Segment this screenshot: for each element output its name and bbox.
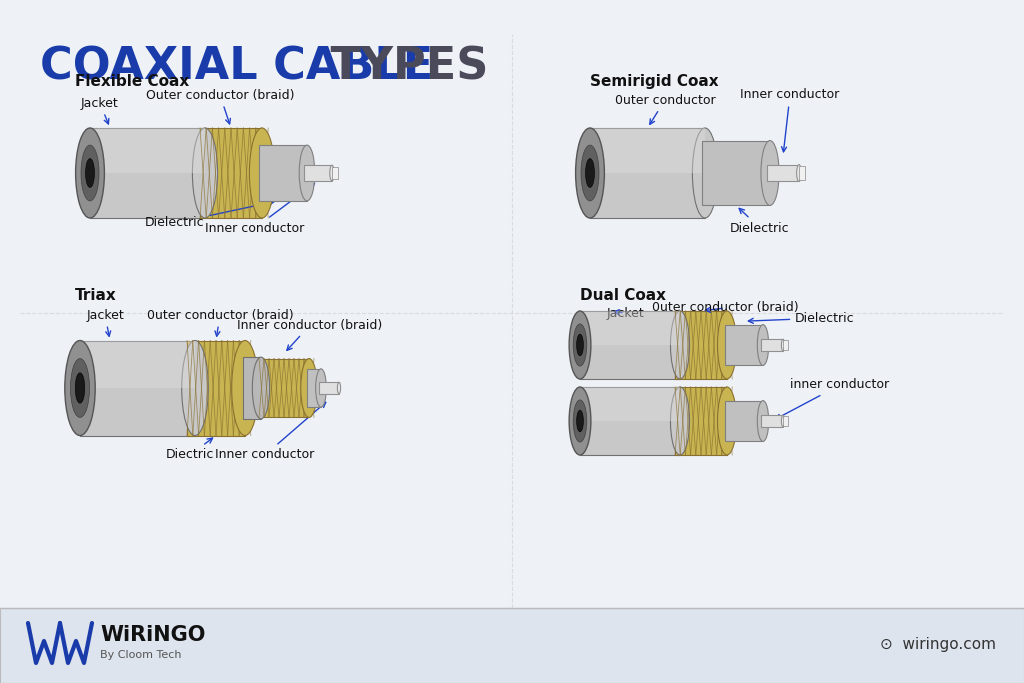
Ellipse shape <box>231 341 258 436</box>
Ellipse shape <box>301 359 317 417</box>
Bar <box>319 382 339 393</box>
Ellipse shape <box>692 128 718 218</box>
Bar <box>580 311 680 379</box>
Ellipse shape <box>577 410 584 432</box>
Bar <box>90 128 205 173</box>
Bar <box>200 128 262 218</box>
Bar <box>259 145 307 201</box>
Text: By Cloom Tech: By Cloom Tech <box>100 650 181 660</box>
Text: inner conductor: inner conductor <box>776 378 890 419</box>
Bar <box>783 340 788 350</box>
Bar <box>783 417 788 426</box>
Ellipse shape <box>718 387 736 455</box>
Bar <box>187 341 245 436</box>
Bar <box>80 341 195 388</box>
Bar <box>307 369 321 407</box>
Text: Inner conductor: Inner conductor <box>206 184 314 234</box>
Bar <box>580 387 680 455</box>
Ellipse shape <box>569 311 591 379</box>
Text: Inner conductor: Inner conductor <box>215 402 326 462</box>
Text: TYPES: TYPES <box>315 45 488 88</box>
Ellipse shape <box>81 145 99 201</box>
Bar <box>799 166 805 180</box>
Ellipse shape <box>337 382 341 393</box>
Ellipse shape <box>315 369 327 407</box>
Ellipse shape <box>718 311 736 379</box>
Text: WiRiNGO: WiRiNGO <box>100 625 206 645</box>
Text: ⊙  wiringo.com: ⊙ wiringo.com <box>880 637 996 652</box>
Text: Semirigid Coax: Semirigid Coax <box>590 74 719 89</box>
Bar <box>0 608 1024 683</box>
Ellipse shape <box>761 141 779 206</box>
Ellipse shape <box>586 158 595 187</box>
Bar <box>761 415 783 427</box>
Ellipse shape <box>758 401 769 441</box>
Text: 0uter conductor (braid): 0uter conductor (braid) <box>651 301 799 314</box>
Bar <box>590 128 705 173</box>
Text: 0uter conductor: 0uter conductor <box>614 94 716 124</box>
Ellipse shape <box>75 373 85 403</box>
Ellipse shape <box>193 128 217 218</box>
Bar <box>725 324 763 365</box>
Ellipse shape <box>299 145 314 201</box>
Bar <box>580 311 680 345</box>
Ellipse shape <box>781 339 784 350</box>
Ellipse shape <box>797 165 802 182</box>
Bar <box>675 387 727 455</box>
Bar <box>702 141 770 206</box>
Text: 0uter conductor (braid): 0uter conductor (braid) <box>146 309 293 336</box>
Text: Inner conductor (braid): Inner conductor (braid) <box>238 318 383 350</box>
Bar <box>767 165 799 182</box>
Ellipse shape <box>71 359 89 417</box>
Ellipse shape <box>569 387 591 455</box>
Text: Diectric: Diectric <box>166 438 214 462</box>
Text: COAXIAL CABLE: COAXIAL CABLE <box>40 45 433 88</box>
Text: Outer conductor (braid): Outer conductor (braid) <box>145 89 294 124</box>
Ellipse shape <box>252 357 269 419</box>
Bar <box>725 401 763 441</box>
Ellipse shape <box>330 165 334 181</box>
Text: Triax: Triax <box>75 288 117 303</box>
Bar <box>80 341 195 436</box>
Bar <box>90 128 205 218</box>
Ellipse shape <box>250 128 274 218</box>
Text: Inner conductor: Inner conductor <box>740 89 840 152</box>
Ellipse shape <box>581 145 599 201</box>
Text: Jacket: Jacket <box>86 309 124 336</box>
Ellipse shape <box>758 324 769 365</box>
Ellipse shape <box>76 128 104 218</box>
Ellipse shape <box>671 387 689 455</box>
Text: Jacket: Jacket <box>606 307 644 320</box>
Text: Dielectric: Dielectric <box>749 311 855 324</box>
Bar <box>243 357 261 419</box>
Ellipse shape <box>577 334 584 356</box>
Text: Dual Coax: Dual Coax <box>580 288 666 303</box>
Text: Flexible Coax: Flexible Coax <box>75 74 189 89</box>
Ellipse shape <box>65 341 95 436</box>
Bar <box>332 167 338 179</box>
Text: Dielectric: Dielectric <box>145 200 273 229</box>
Bar <box>590 128 705 218</box>
Ellipse shape <box>575 128 604 218</box>
Ellipse shape <box>781 415 784 427</box>
Ellipse shape <box>573 324 587 366</box>
Text: Jacket: Jacket <box>81 96 119 124</box>
Ellipse shape <box>671 311 689 379</box>
Ellipse shape <box>573 400 587 442</box>
Bar <box>761 339 783 350</box>
Bar <box>304 165 332 181</box>
Bar <box>675 311 727 379</box>
Text: Dielectric: Dielectric <box>730 208 790 234</box>
Ellipse shape <box>85 158 94 187</box>
Bar <box>580 387 680 421</box>
Bar <box>259 359 309 417</box>
Ellipse shape <box>181 341 208 436</box>
